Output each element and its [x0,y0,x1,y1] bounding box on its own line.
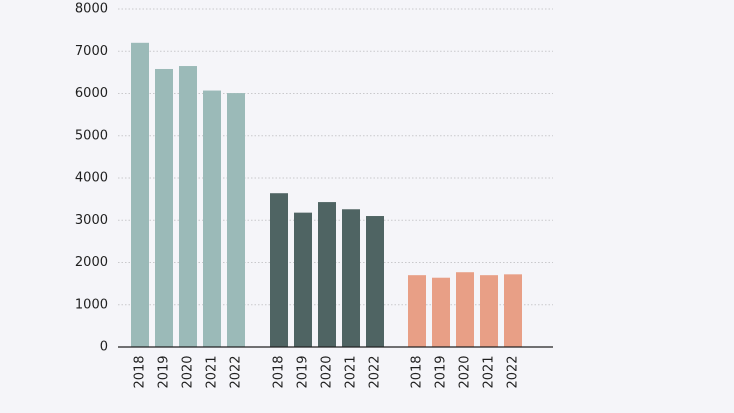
bar [270,193,288,347]
bars [131,42,522,348]
x-tick-label: 2018 [410,355,425,388]
bar [366,216,384,347]
x-tick-label: 2020 [320,355,335,388]
bar [504,274,522,347]
x-tick-label: 2019 [157,355,172,388]
y-tick-label: 4000 [75,171,108,186]
y-tick-label: 0 [100,340,108,355]
y-axis-tick-labels: 0 1000 2000 3000 4000 5000 6000 7000 8000 [75,2,108,355]
y-tick-label: 8000 [75,2,108,17]
bar [408,275,426,347]
x-tick-label: 2020 [181,355,196,388]
bar [456,272,474,347]
x-axis-tick-labels: 2018 2019 2020 2021 2022 2018 2019 2020 2021 2022… [133,355,521,388]
y-tick-label: 3000 [75,213,108,228]
x-tick-label: 2022 [506,355,521,388]
x-tick-label: 2022 [229,355,244,388]
bar [131,42,149,348]
bar [155,68,173,348]
x-tick-label: 2019 [296,355,311,388]
bar [432,277,450,347]
bar [227,93,245,347]
y-tick-label: 1000 [75,297,108,312]
x-tick-label: 2021 [205,355,220,388]
x-tick-label: 2021 [344,355,359,388]
y-tick-label: 2000 [75,255,108,270]
bar [203,90,221,347]
bar [294,212,312,347]
y-tick-label: 5000 [75,128,108,143]
bar [318,202,336,347]
x-tick-label: 2018 [272,355,287,388]
y-tick-label: 7000 [75,44,108,59]
bar [480,275,498,347]
x-tick-label: 2019 [434,355,449,388]
bar [342,209,360,347]
x-tick-label: 2022 [368,355,383,388]
x-tick-label: 2020 [458,355,473,388]
x-tick-label: 2021 [482,355,497,388]
x-tick-label: 2018 [133,355,148,388]
y-tick-label: 6000 [75,86,108,101]
bar [179,66,197,347]
